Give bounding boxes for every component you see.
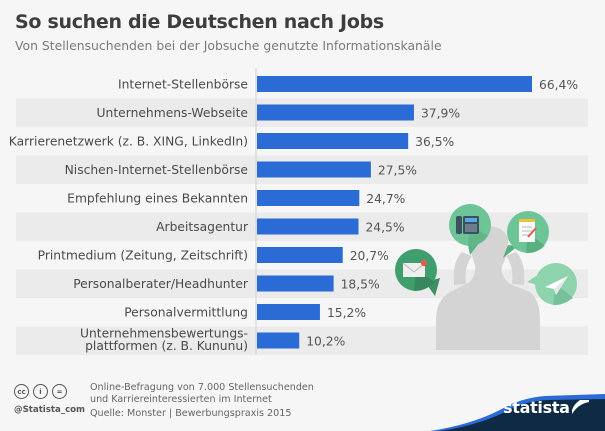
survey-info-line2: und Karriereinteressierten im Internet (90, 394, 272, 405)
category-label: Arbeitsagentur (156, 220, 249, 234)
cc-icon: cc (14, 384, 29, 399)
illustration (395, 204, 577, 350)
data-label: 24,5% (365, 220, 404, 234)
bar (257, 133, 409, 149)
bar (257, 332, 300, 349)
category-label: plattformen (z. B. Kununu) (85, 339, 248, 353)
data-label: 18,5% (341, 277, 380, 291)
by-icon: i (33, 384, 48, 399)
source-text: Quelle: Monster | Bewerbungspraxis 2015 (90, 408, 292, 419)
data-label: 37,9% (421, 106, 460, 120)
bar (257, 76, 532, 92)
data-label: 20,7% (350, 249, 389, 263)
twitter-handle: @Statista_com (14, 405, 86, 415)
bar (257, 104, 414, 121)
paper-plane-bubble (527, 263, 577, 305)
category-label: Unternehmens-Webseite (97, 106, 248, 120)
phone-icon (456, 216, 479, 234)
category-label: Unternehmensbewertungs- (80, 327, 248, 341)
chart-subtitle: Von Stellensuchenden bei der Jobsuche ge… (15, 38, 442, 53)
paper-plane-icon (545, 276, 568, 295)
data-label: 36,5% (415, 135, 454, 149)
envelope-bubble (395, 249, 440, 296)
phone-bubble (449, 204, 491, 255)
category-label: Empfehlung eines Bekannten (67, 192, 248, 206)
statista-logo-icon (572, 400, 589, 414)
brand-banner (430, 394, 605, 431)
category-label: Karrierenetzwerk (z. B. XING, LinkedIn) (9, 135, 248, 149)
category-label: Nischen-Internet-Stellenbörse (65, 163, 248, 177)
nd-icon: = (52, 384, 67, 399)
bar (257, 304, 320, 320)
chart-title: So suchen die Deutschen nach Jobs (15, 11, 384, 33)
bar (257, 161, 371, 178)
survey-info-line1: Online-Befragung von 7.000 Stellensuchen… (90, 382, 314, 393)
data-label: 24,7% (366, 192, 405, 206)
data-label: 10,2% (306, 334, 345, 348)
bar (257, 275, 334, 292)
category-label: Internet-Stellenbörse (118, 78, 248, 92)
bar (257, 190, 360, 206)
statista-logo-text: statista (503, 398, 570, 417)
data-label: 15,2% (327, 306, 366, 320)
license-icons: cc i = (14, 384, 67, 399)
notepad-bubble (503, 211, 549, 258)
data-label: 27,5% (378, 163, 417, 177)
category-label: Printmedium (Zeitung, Zeitschrift) (38, 249, 248, 263)
category-label: Personalberater/Headhunter (73, 277, 249, 291)
data-label: 66,4% (539, 78, 578, 92)
category-label: Personalvermittlung (124, 306, 248, 320)
bar (257, 247, 343, 263)
bar (257, 218, 359, 235)
envelope-icon (402, 259, 428, 277)
person-silhouette (436, 226, 540, 350)
notepad-icon (519, 219, 537, 242)
